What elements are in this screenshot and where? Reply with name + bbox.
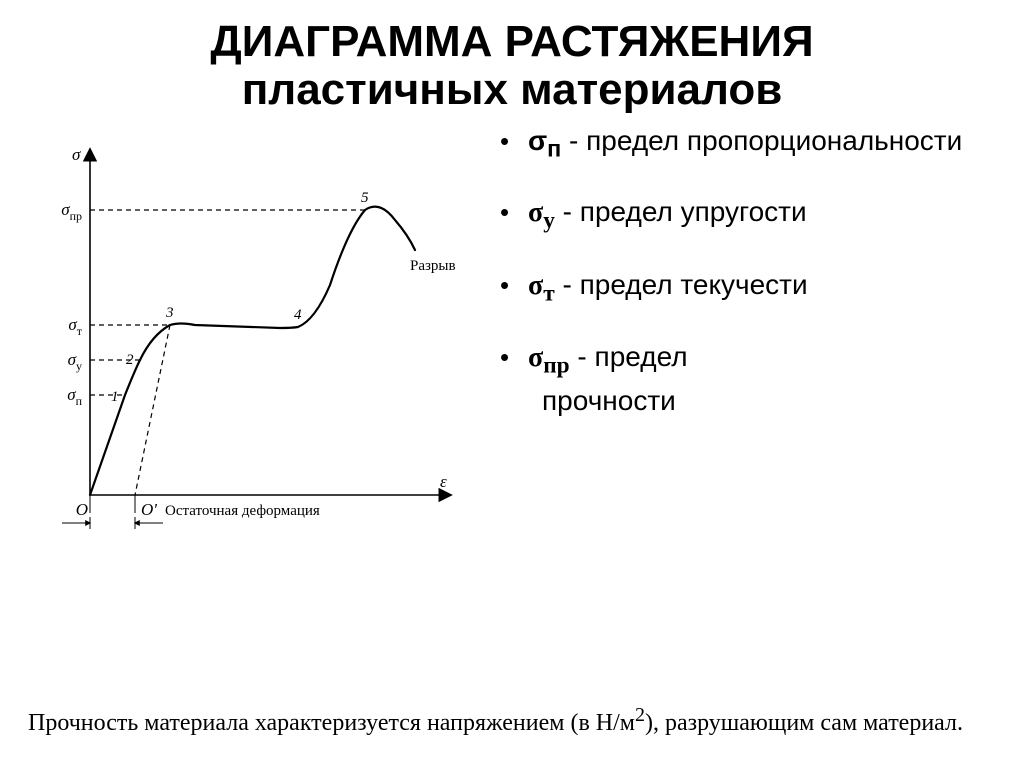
svg-text:5: 5 [361, 190, 369, 206]
title-line1: ДИАГРАММА РАСТЯЖЕНИЯ [210, 17, 813, 66]
title-line2: пластичных материалов [242, 65, 783, 114]
footer-sup: 2 [635, 704, 645, 726]
svg-text:O': O' [141, 500, 157, 519]
svg-text:4: 4 [294, 307, 302, 323]
svg-text:σт: σт [68, 315, 82, 338]
svg-text:ε: ε [440, 472, 447, 491]
footer-before: Прочность материала характеризуется напр… [28, 710, 635, 736]
bullet-icon: • [500, 341, 528, 373]
svg-text:2: 2 [126, 352, 134, 368]
legend-text: σп - предел пропорциональности [528, 125, 1004, 162]
footer-after: ), разрушающим сам материал. [645, 710, 963, 736]
content-row: σ ε σпр σт σу σп O O' Остаточная деформация Разры… [0, 115, 1024, 555]
legend-item-1: • σу - предел упругости [500, 196, 1004, 234]
bullet-icon: • [500, 125, 528, 157]
legend-text-line2: прочности [500, 385, 1004, 417]
svg-text:O: O [76, 500, 88, 519]
slide-title: ДИАГРАММА РАСТЯЖЕНИЯ пластичных материал… [0, 0, 1024, 115]
bullet-icon: • [500, 269, 528, 301]
svg-text:σпр: σпр [61, 200, 82, 223]
chart-svg: σ ε σпр σт σу σп O O' Остаточная деформация Разры… [20, 125, 480, 555]
legend-text: σпр - предел [528, 341, 1004, 379]
footer-note: Прочность материала характеризуется напр… [0, 704, 1024, 737]
svg-text:3: 3 [165, 305, 174, 321]
svg-text:1: 1 [111, 389, 119, 405]
svg-text:σп: σп [67, 385, 82, 408]
bullet-icon: • [500, 196, 528, 228]
legend-text: σт - предел текучести [528, 269, 1004, 307]
legend-text: σу - предел упругости [528, 196, 1004, 234]
stress-strain-chart: σ ε σпр σт σу σп O O' Остаточная деформация Разры… [20, 125, 480, 555]
svg-text:Разрыв: Разрыв [410, 258, 456, 274]
legend-item-3: • σпр - предел [500, 341, 1004, 379]
legend-list: • σп - предел пропорциональности• σу - п… [480, 125, 1004, 452]
legend-item-2: • σт - предел текучести [500, 269, 1004, 307]
svg-text:σу: σу [68, 350, 82, 373]
legend-item-0: • σп - предел пропорциональности [500, 125, 1004, 162]
slide: ДИАГРАММА РАСТЯЖЕНИЯ пластичных материал… [0, 0, 1024, 767]
svg-text:Остаточная деформация: Остаточная деформация [165, 503, 320, 519]
svg-text:σ: σ [72, 145, 81, 164]
